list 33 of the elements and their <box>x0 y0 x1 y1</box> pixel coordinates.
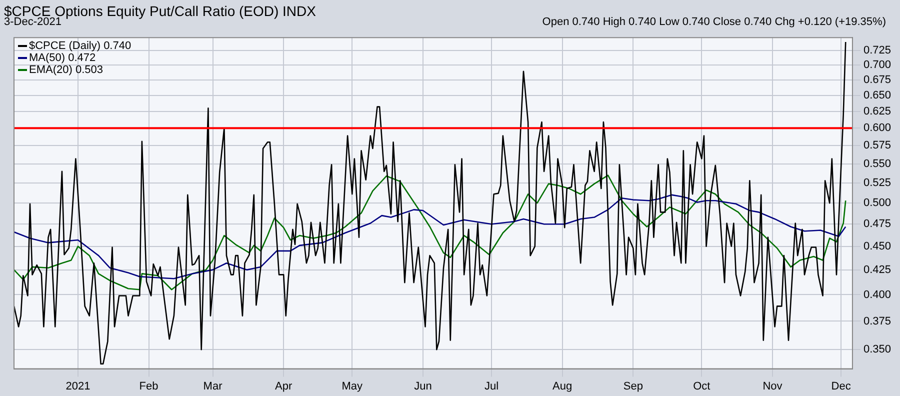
y-tick-label: 0.625 <box>863 105 892 118</box>
y-tick-label: 0.575 <box>863 140 892 152</box>
x-tick-label: Sep <box>623 380 643 392</box>
legend-label: MA(50) 0.472 <box>29 52 96 64</box>
y-tick-label: 0.525 <box>863 177 892 190</box>
x-tick-label: May <box>342 380 364 392</box>
text: Open 0.740 High 0.740 Low 0.740 Close 0.740 Chg +0.120 (+19.35%) <box>542 16 886 28</box>
legend-label: EMA(20) 0.503 <box>29 64 103 76</box>
y-tick-label: 0.675 <box>863 74 892 86</box>
x-tick-label: Jun <box>414 380 432 392</box>
y-tick-label: 0.400 <box>863 288 892 301</box>
y-tick-label: 0.500 <box>863 197 892 210</box>
y-tick-label: 0.475 <box>863 218 892 230</box>
x-tick-label: Oct <box>693 380 710 392</box>
x-tick-label: Jul <box>484 380 499 392</box>
y-tick-label: 0.425 <box>863 264 892 276</box>
y-tick-label: 0.700 <box>863 58 892 71</box>
y-tick-label: 0.375 <box>863 315 892 328</box>
x-tick-label: 2021 <box>66 380 90 392</box>
x-tick-label: Nov <box>762 380 783 392</box>
x-tick-label: Mar <box>203 380 223 392</box>
x-tick-label: Feb <box>139 380 158 392</box>
y-tick-label: 0.550 <box>863 158 892 170</box>
chart-subtitle: 3-Dec-2021 <box>4 16 62 28</box>
y-tick-label: 0.450 <box>863 240 892 252</box>
x-tick-label: Aug <box>552 380 572 392</box>
x-tick-label: Dec <box>831 380 852 392</box>
legend-label: $CPCE (Daily) 0.740 <box>29 40 132 52</box>
y-tick-label: 0.600 <box>863 122 892 134</box>
y-tick-label: 0.725 <box>863 44 892 56</box>
y-tick-label: 0.650 <box>863 89 892 102</box>
x-tick-label: Apr <box>275 380 292 392</box>
y-tick-label: 0.350 <box>863 344 892 356</box>
